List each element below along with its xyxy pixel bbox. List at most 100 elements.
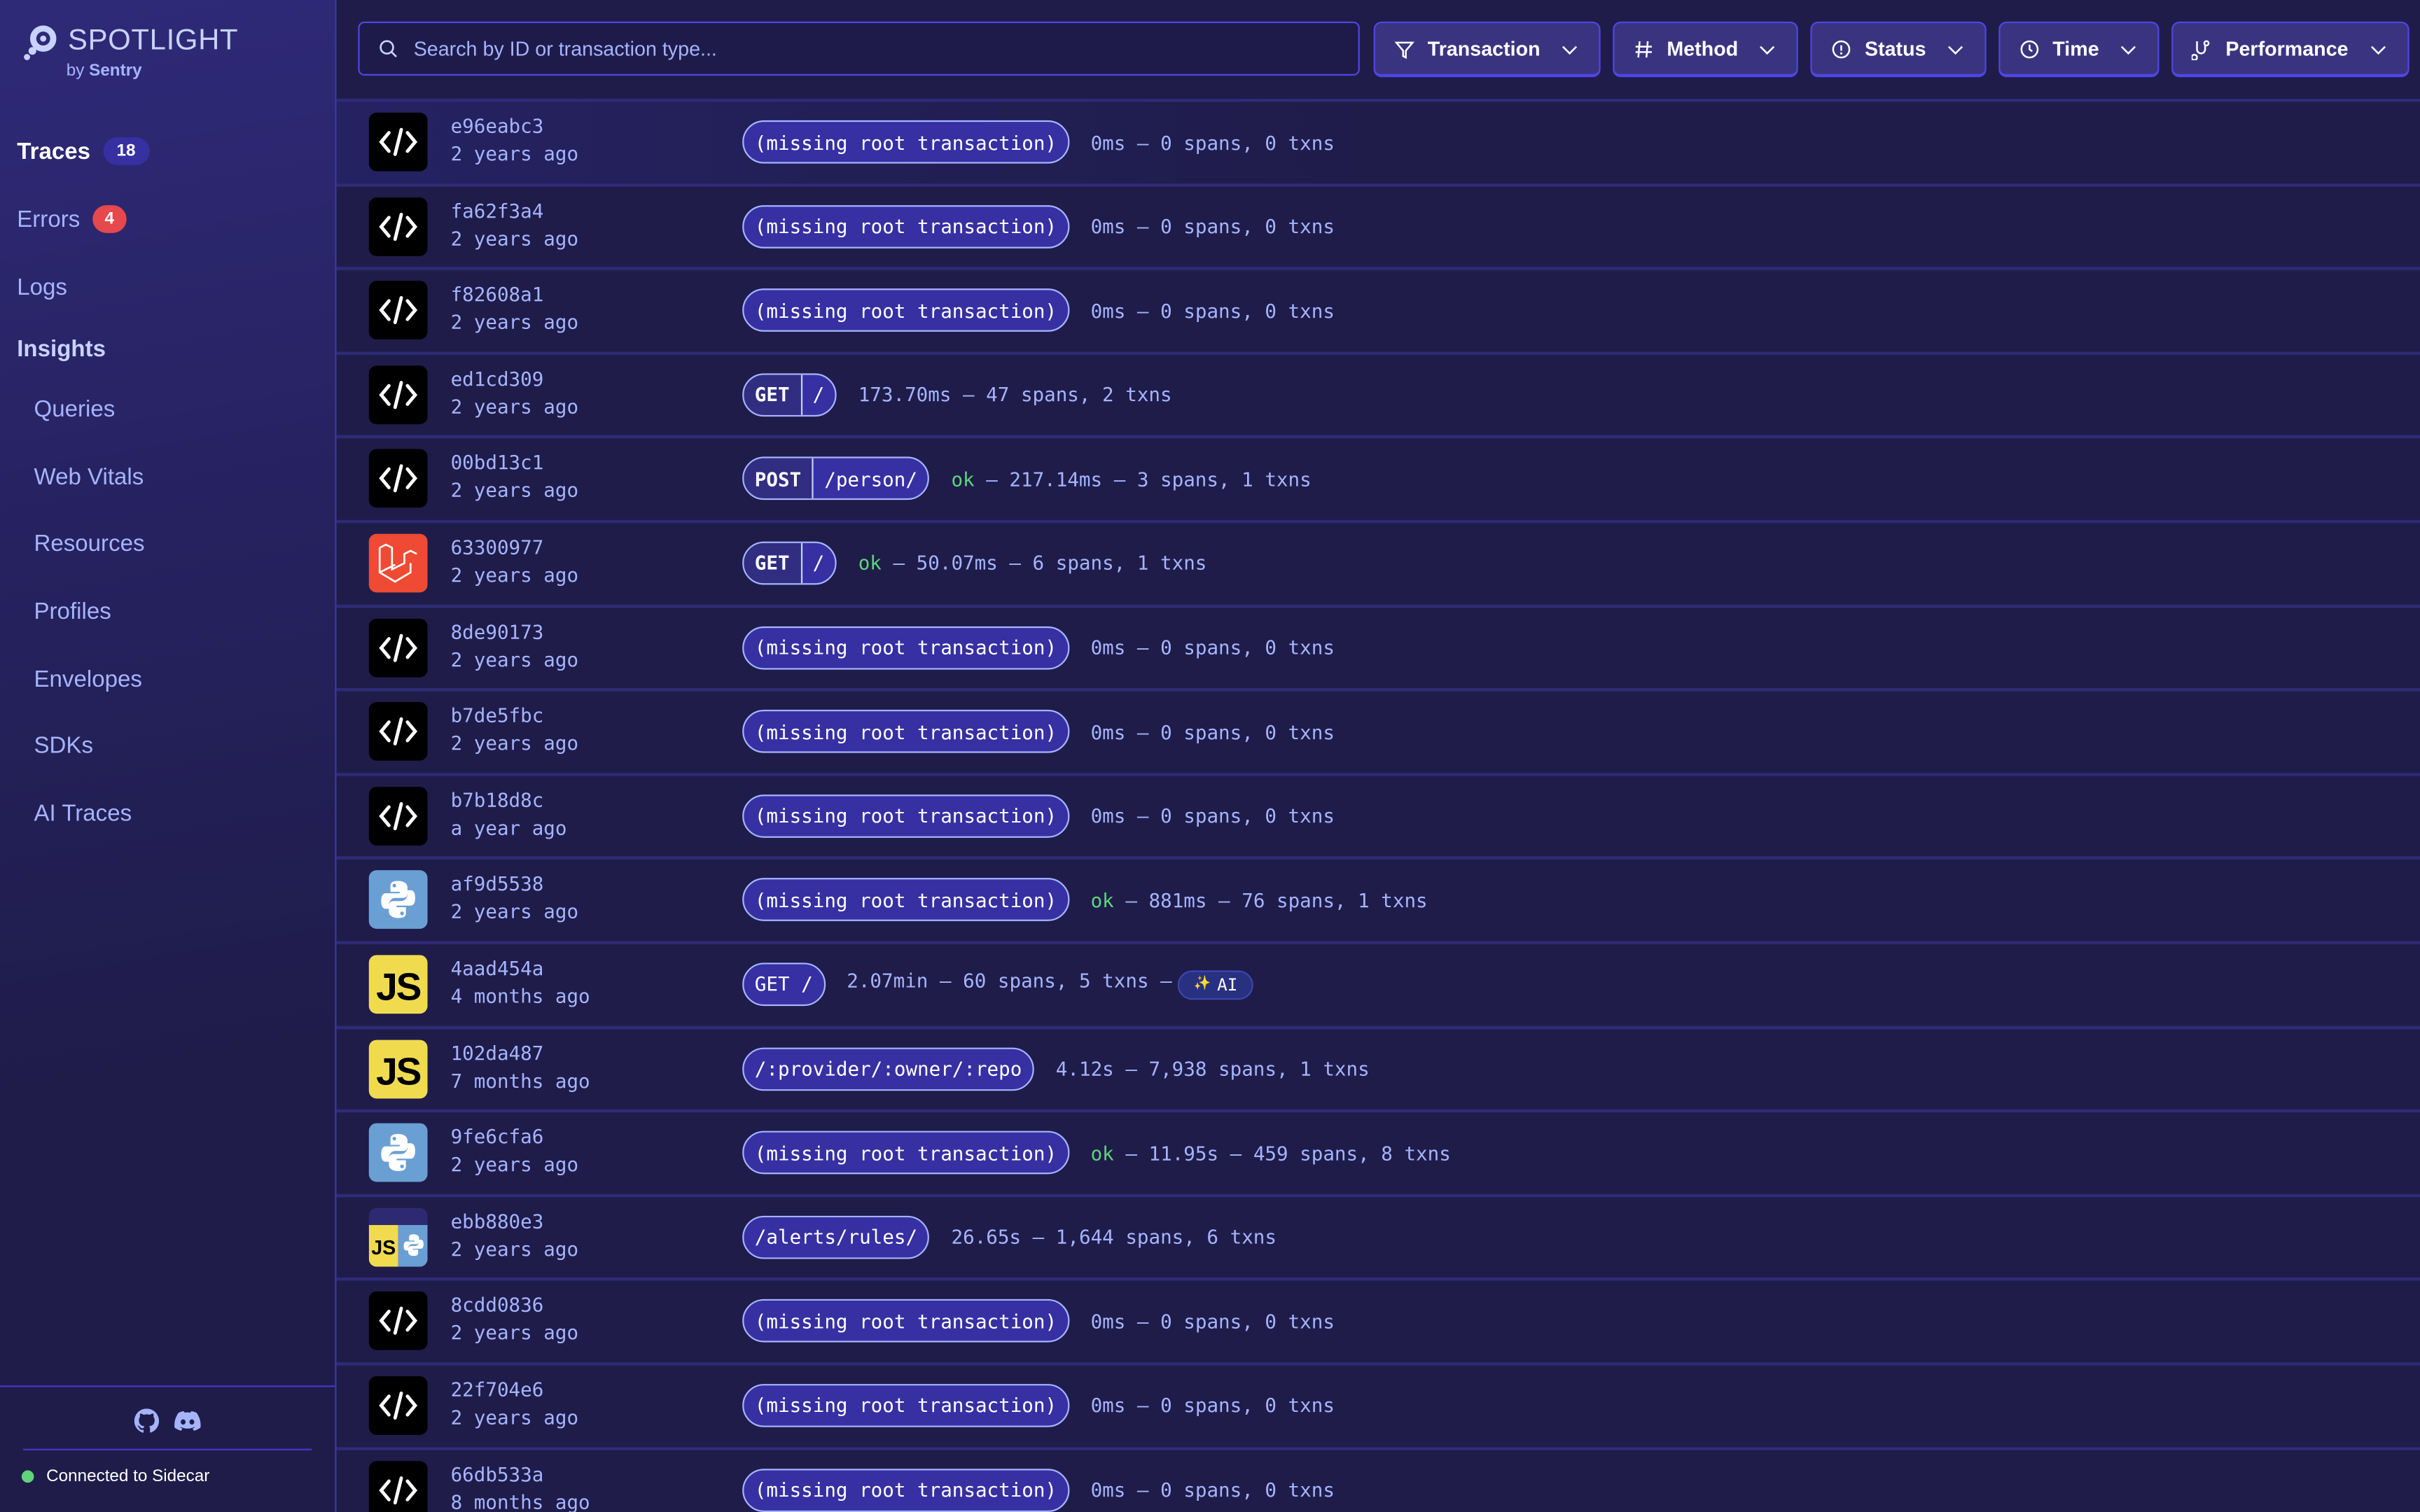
trace-summary-line: (missing root transaction) 0ms – 0 spans,… — [742, 625, 1335, 669]
sidebar-item-profiles[interactable]: Profiles — [0, 578, 335, 645]
transaction-pill[interactable]: (missing root transaction) — [742, 120, 1069, 164]
filter-status-dropdown[interactable]: Status — [1810, 21, 1987, 78]
trace-row[interactable]: 8cdd0836 2 years ago (missing root transac… — [336, 1281, 2420, 1366]
trace-row[interactable]: 22f704e6 2 years ago (missing root transac… — [336, 1365, 2420, 1450]
transaction-pill[interactable]: (missing root transaction) — [742, 288, 1069, 332]
search-box[interactable] — [358, 21, 1360, 76]
filter-performance-dropdown[interactable]: Performance — [2171, 21, 2409, 78]
transaction-pill[interactable]: GET / — [742, 372, 837, 416]
trace-row[interactable]: 00bd13c1 2 years ago POST/person/ok – 217.… — [336, 439, 2420, 524]
trace-summary-line: (missing root transaction) 0ms – 0 spans,… — [742, 1383, 1335, 1427]
trace-row[interactable]: 8de90173 2 years ago (missing root transac… — [336, 607, 2420, 692]
trace-row[interactable]: 63300977 2 years ago GET / ok – 50.07ms – 6 … — [336, 523, 2420, 608]
filter-label: Status — [1864, 36, 1926, 60]
sidebar-item-web-vitals[interactable]: Web Vitals — [0, 444, 335, 511]
javascript-python-icon-glyph: JS — [368, 1224, 398, 1266]
trace-time: 2 years ago — [450, 563, 579, 587]
stats-text: 0ms – 0 spans, 0 txns — [1090, 804, 1335, 827]
sidebar-item-sdks[interactable]: SDKs — [0, 713, 335, 780]
connection-status: Connected to Sidecar — [21, 1467, 335, 1486]
filter-transaction-dropdown[interactable]: Transaction — [1373, 21, 1601, 78]
trace-time: 2 years ago — [450, 1405, 579, 1429]
trace-time: 2 years ago — [450, 1152, 579, 1176]
app-title: SPOTLIGHT — [67, 24, 239, 57]
stats-text: 0ms – 0 spans, 0 txns — [1090, 214, 1335, 238]
transaction-pill[interactable]: (missing root transaction) — [742, 1468, 1069, 1511]
trace-row[interactable]: b7de5fbc 2 years ago (missing root transac… — [336, 692, 2420, 776]
sidebar-item-resources[interactable]: Resources — [0, 511, 335, 578]
trace-summary-line: (missing root transaction) 0ms – 0 spans,… — [742, 710, 1335, 753]
connection-status-label: Connected to Sidecar — [46, 1467, 210, 1486]
trace-id: 66db533a — [450, 1462, 544, 1485]
sidebar-item-errors[interactable]: Errors 4 — [0, 185, 335, 253]
transaction-pill[interactable]: (missing root transaction) — [742, 204, 1069, 248]
method-label: GET — [744, 542, 802, 584]
stats-text: – 50.07ms – 6 spans, 1 txns — [881, 551, 1207, 575]
sidebar-heading-insights[interactable]: Insights — [0, 321, 335, 376]
transaction-pill[interactable]: GET / — [742, 541, 837, 585]
transaction-pill[interactable]: (missing root transaction) — [742, 1299, 1069, 1343]
github-icon[interactable] — [134, 1408, 159, 1433]
ai-badge[interactable]: ✨ AI — [1178, 969, 1253, 1000]
trace-row[interactable]: 9fe6cfa6 2 years ago (missing root transac… — [336, 1112, 2420, 1197]
transaction-pill[interactable]: (missing root transaction) — [742, 1383, 1069, 1427]
chevron-down-icon — [2370, 45, 2385, 54]
sidebar: SPOTLIGHT by Sentry Traces 18 Errors 4 L… — [0, 0, 337, 1512]
filter-method-dropdown[interactable]: Method — [1613, 21, 1799, 78]
trace-stats: 0ms – 0 spans, 0 txns — [1091, 1478, 1335, 1502]
trace-row[interactable]: fa62f3a4 2 years ago (missing root transac… — [336, 186, 2420, 271]
trace-id: 8cdd0836 — [450, 1293, 544, 1317]
ai-badge-label: AI — [1217, 974, 1238, 995]
trace-row[interactable]: f82608a1 2 years ago (missing root transac… — [336, 270, 2420, 355]
transaction-pill[interactable]: /:provider/:owner/:repo — [742, 1046, 1034, 1091]
trace-time: 2 years ago — [450, 1321, 579, 1345]
sidebar-item-logs[interactable]: Logs — [0, 253, 335, 321]
transaction-pill[interactable]: /alerts/rules/ — [742, 1215, 930, 1259]
trace-row[interactable]: JS ebb880e3 2 years ago/alerts/rules/26.65… — [336, 1197, 2420, 1282]
logo[interactable]: SPOTLIGHT — [22, 24, 238, 62]
sidebar-item-traces[interactable]: Traces 18 — [0, 118, 335, 186]
transaction-name: (missing root transaction) — [754, 888, 1057, 912]
stats-text: 26.65s – 1,644 spans, 6 txns — [951, 1225, 1277, 1249]
trace-row[interactable]: JS 102da487 7 months ago /:provider/:owner/… — [336, 1028, 2420, 1113]
search-input[interactable] — [410, 35, 1312, 62]
trace-summary-line: (missing root transaction) 0ms – 0 spans,… — [742, 794, 1335, 838]
sidebar-item-label: Queries — [34, 397, 116, 424]
status-dot-icon — [21, 1470, 34, 1483]
trace-stats: ok – 881ms – 76 spans, 1 txns — [1091, 888, 1428, 911]
sidebar-item-ai-traces[interactable]: AI Traces — [0, 780, 335, 847]
filter-time-dropdown[interactable]: Time — [1998, 21, 2160, 78]
trace-row[interactable]: 66db533a 8 months ago (missing root transa… — [336, 1450, 2420, 1512]
stats-text: – 881ms – 76 spans, 1 txns — [1113, 888, 1428, 912]
chevron-down-icon — [2120, 45, 2136, 54]
transaction-pill[interactable]: (missing root transaction) — [742, 878, 1069, 922]
trace-stats: 0ms – 0 spans, 0 txns — [1091, 130, 1335, 153]
transaction-pill[interactable]: (missing root transaction) — [742, 794, 1069, 838]
code-icon — [368, 1376, 428, 1435]
transaction-pill[interactable]: (missing root transaction) — [742, 1130, 1069, 1175]
code-icon-glyph — [379, 1391, 418, 1420]
sidebar-item-envelopes[interactable]: Envelopes — [0, 645, 335, 713]
trace-summary-line: (missing root transaction) ok – 881ms – 7… — [742, 878, 1428, 922]
transaction-pill[interactable]: (missing root transaction) — [742, 625, 1069, 669]
trace-row[interactable]: b7b18d8c a year ago (missing root transact… — [336, 776, 2420, 860]
code-icon-glyph — [379, 1307, 418, 1336]
stats-text: 0ms – 0 spans, 0 txns — [1090, 298, 1335, 322]
trace-row[interactable]: ed1cd309 2 years ago GET / 173.70ms – 47 spa… — [336, 354, 2420, 439]
trace-row[interactable]: e96eabc3 2 years ago (missing root transac… — [336, 102, 2420, 186]
discord-icon[interactable] — [174, 1408, 201, 1433]
code-icon-glyph — [379, 296, 418, 325]
trace-row[interactable]: af9d5538 2 years ago (missing root transac… — [336, 860, 2420, 944]
transaction-pill[interactable]: POST/person/ — [742, 457, 930, 500]
trace-row[interactable]: JS 4aad454a 4 months ago GET / 2.07min – 60 … — [336, 944, 2420, 1029]
sidebar-item-queries[interactable]: Queries — [0, 377, 335, 444]
trace-stats: ok – 50.07ms – 6 spans, 1 txns — [858, 552, 1207, 575]
trace-summary-line: (missing root transaction) 0ms – 0 spans,… — [742, 204, 1335, 248]
trace-id: af9d5538 — [450, 872, 544, 896]
transaction-name: /alerts/rules/ — [754, 1225, 918, 1249]
sparkle-icon: ✨ — [1193, 976, 1211, 993]
sidebar-heading-label: Insights — [17, 335, 106, 362]
transaction-pill[interactable]: GET / — [742, 962, 826, 1006]
transaction-name: (missing root transaction) — [754, 636, 1057, 659]
transaction-pill[interactable]: (missing root transaction) — [742, 710, 1069, 753]
